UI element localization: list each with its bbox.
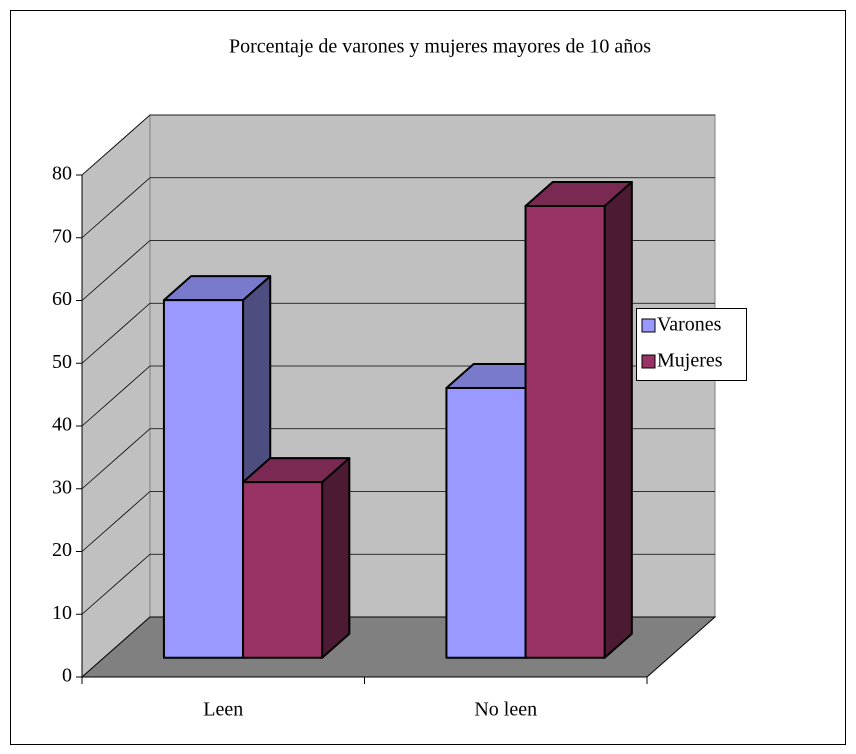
legend-swatch xyxy=(641,318,656,333)
x-tick-label: No leen xyxy=(474,699,537,721)
y-tick-label: 10 xyxy=(52,602,72,624)
bar-front xyxy=(445,386,527,659)
y-tick-label: 40 xyxy=(52,414,72,436)
bar-side xyxy=(321,457,351,659)
bar xyxy=(242,457,351,659)
bar-side xyxy=(603,181,633,659)
legend-label: Varones xyxy=(657,314,722,336)
legend: Varones Mujeres xyxy=(636,308,747,381)
legend-swatch xyxy=(641,354,656,369)
y-tick-label: 20 xyxy=(52,539,72,561)
chart-title: Porcentaje de varones y mujeres mayores … xyxy=(229,36,651,58)
grid-line xyxy=(81,114,715,176)
y-tick-label: 80 xyxy=(52,163,72,185)
y-tick-label: 30 xyxy=(52,476,72,498)
bar-front xyxy=(162,299,245,659)
grid-line xyxy=(81,177,715,239)
bar-front xyxy=(242,481,324,659)
y-tick-label: 60 xyxy=(52,288,72,310)
bar-front xyxy=(524,205,606,659)
bar xyxy=(524,181,633,659)
y-tick-label: 0 xyxy=(62,665,72,687)
legend-label: Mujeres xyxy=(657,350,723,372)
y-tick-label: 50 xyxy=(52,351,72,373)
y-tick-label: 70 xyxy=(52,225,72,247)
x-tick-label: Leen xyxy=(203,699,243,721)
